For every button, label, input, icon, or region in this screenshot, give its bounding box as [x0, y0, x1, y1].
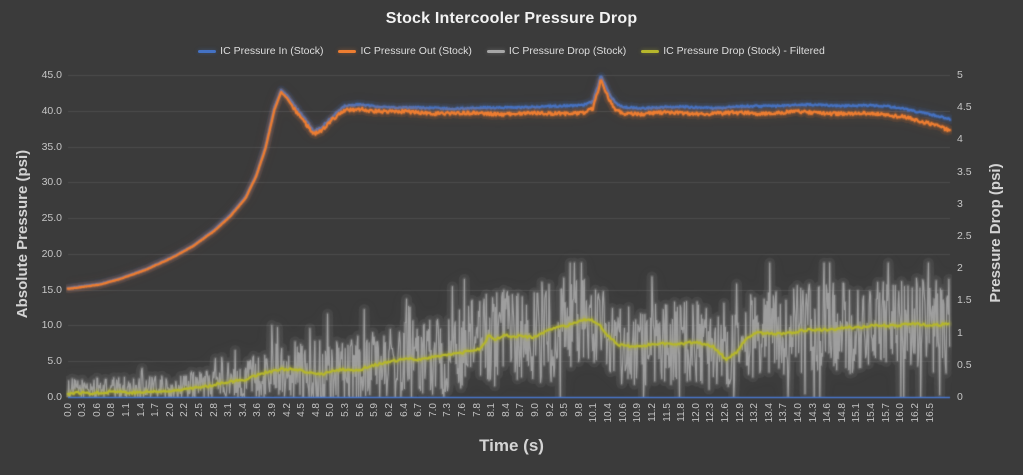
left-axis-tick-label: 5.0 [47, 355, 62, 368]
x-axis-tick-label: 14.3 [807, 403, 819, 423]
x-axis-tick-label: 11.8 [676, 403, 688, 422]
legend-item-3: IC Pressure Drop (Stock) [486, 45, 627, 57]
left-axis-tick-label: 30.0 [41, 176, 62, 189]
x-axis-tick-label: 5.3 [340, 403, 352, 417]
x-axis-tick-label: 0.3 [77, 403, 89, 417]
right-axis-tick-label: 1.5 [957, 294, 972, 307]
right-axis-tick-label: 5 [957, 69, 963, 81]
left-axis-tick-label: 45.0 [41, 69, 62, 81]
x-axis-tick-label: 7.8 [471, 403, 483, 417]
x-axis-tick-label: 7.0 [427, 403, 439, 417]
right-axis-tick-label: 4 [957, 133, 963, 146]
x-axis-tick-label: 10.6 [617, 403, 629, 423]
x-axis-tick-label: 4.8 [310, 403, 322, 417]
x-axis-tick-label: 5.0 [325, 403, 337, 417]
x-axis-tick-label: 14.8 [836, 403, 848, 423]
right-axis-tick-label: 3 [957, 197, 963, 210]
x-axis-tick-label: 12.3 [705, 403, 717, 423]
x-axis-tick-label: 9.8 [573, 403, 585, 417]
x-axis-tick-label: 2.8 [208, 403, 220, 417]
left-axis-tick-label: 40.0 [41, 104, 62, 117]
left-axis-tick-label: 15.0 [41, 283, 62, 296]
x-axis-tick-label: 6.4 [398, 403, 410, 417]
x-axis-tick-label: 16.2 [909, 403, 921, 423]
x-axis-tick-label: 15.1 [851, 403, 863, 423]
left-axis-tick-label: 10.0 [41, 319, 62, 332]
x-axis-tick-label: 10.9 [632, 403, 644, 423]
x-axis-tick-label: 4.5 [296, 403, 308, 417]
legend-line-swatch [338, 49, 357, 53]
x-axis-tick-label: 13.4 [763, 403, 775, 423]
x-axis-tick-label: 14.0 [793, 403, 804, 423]
right-axis-tick-label: 1 [957, 326, 963, 339]
x-axis-tick-label: 6.2 [383, 403, 395, 417]
x-axis-tick-label: 6.7 [413, 403, 425, 417]
left-axis-title: Absolute Pressure (psi) [14, 149, 31, 319]
x-axis-tick-label: 11.5 [661, 403, 673, 422]
left-axis-tick-label: 0.0 [47, 391, 62, 403]
x-axis-tick-label: 3.4 [237, 403, 249, 417]
x-axis-tick-label: 5.6 [354, 403, 366, 417]
x-axis-tick-label: 16.0 [895, 403, 907, 423]
x-axis-tick-label: 0.6 [91, 403, 103, 417]
chart-title: Stock Intercooler Pressure Drop [385, 10, 638, 27]
x-axis-tick-label: 1.4 [135, 403, 147, 417]
legend: IC Pressure In (Stock) IC Pressure Out (S… [0, 44, 1023, 58]
x-axis-tick-label: 12.9 [734, 403, 746, 423]
x-axis-tick-label: 14.6 [822, 403, 834, 423]
right-axis-tick-label: 2.5 [957, 230, 972, 242]
right-axis-tick-label: 2 [957, 262, 963, 275]
x-axis-tick-label: 8.7 [515, 403, 527, 417]
legend-label: IC Pressure Drop (Stock) - Filtered [663, 45, 825, 57]
x-axis-title: Time (s) [479, 436, 544, 455]
legend-line-swatch [198, 49, 217, 53]
x-axis-tick-label: 7.3 [442, 403, 454, 417]
x-axis-tick-label: 9.5 [559, 403, 571, 417]
x-axis-tick-label: 2.2 [179, 403, 191, 417]
legend-label: IC Pressure In (Stock) [220, 45, 324, 57]
right-axis-tick-label: 0.5 [957, 358, 972, 371]
x-axis-tick-label: 0.0 [62, 403, 74, 417]
x-axis-tick-label: 15.7 [880, 403, 892, 423]
x-axis-tick-label: 13.7 [778, 403, 790, 423]
left-axis-tick-label: 20.0 [41, 247, 62, 260]
right-axis-tick-label: 3.5 [957, 165, 972, 178]
x-axis-tick-label: 11.2 [646, 403, 658, 422]
x-axis-tick-label: 2.5 [193, 403, 205, 417]
right-axis-tick-label: 4.5 [957, 101, 972, 114]
left-axis-tick-label: 25.0 [41, 212, 62, 225]
x-axis-tick-label: 10.1 [588, 403, 600, 423]
x-axis-tick-label: 9.2 [544, 403, 556, 417]
x-axis-tick-label: 5.9 [369, 403, 381, 417]
x-axis-tick-label: 10.4 [603, 403, 615, 423]
x-axis-tick-label: 8.1 [486, 403, 498, 417]
legend-label: IC Pressure Drop (Stock) [508, 45, 627, 57]
legend-item-1: IC Pressure In (Stock) [198, 45, 323, 57]
x-axis-tick-label: 3.1 [223, 403, 235, 417]
left-axis-tick-label: 35.0 [41, 140, 62, 153]
legend-label: IC Pressure Out (Stock) [360, 45, 472, 57]
legend-item-2: IC Pressure Out (Stock) [338, 45, 472, 57]
x-axis-tick-label: 13.2 [749, 403, 761, 423]
legend-line-swatch [641, 49, 660, 53]
x-axis-tick-label: 4.2 [281, 403, 293, 417]
x-axis-tick-label: 9.0 [530, 403, 542, 417]
x-axis-tick-label: 7.6 [456, 403, 468, 417]
x-axis-tick-label: 1.7 [150, 403, 162, 417]
x-axis-tick-label: 3.9 [267, 403, 279, 417]
x-axis-tick-label: 15.4 [866, 403, 878, 423]
right-axis-tick-label: 0 [957, 391, 963, 403]
x-axis-tick-label: 12.6 [719, 403, 731, 423]
x-axis-tick-label: 3.6 [252, 403, 264, 417]
x-axis-tick-label: 12.0 [690, 403, 702, 423]
x-axis-tick-label: 8.4 [500, 403, 512, 417]
legend-line-swatch [486, 49, 505, 53]
x-axis-tick-label: 0.8 [106, 403, 118, 417]
x-axis-tick-label: 16.5 [924, 403, 936, 423]
x-axis-tick-label: 1.1 [120, 403, 132, 417]
x-axis-tick-label: 2.0 [164, 403, 176, 417]
legend-item-4: IC Pressure Drop (Stock) - Filtered [641, 45, 825, 57]
